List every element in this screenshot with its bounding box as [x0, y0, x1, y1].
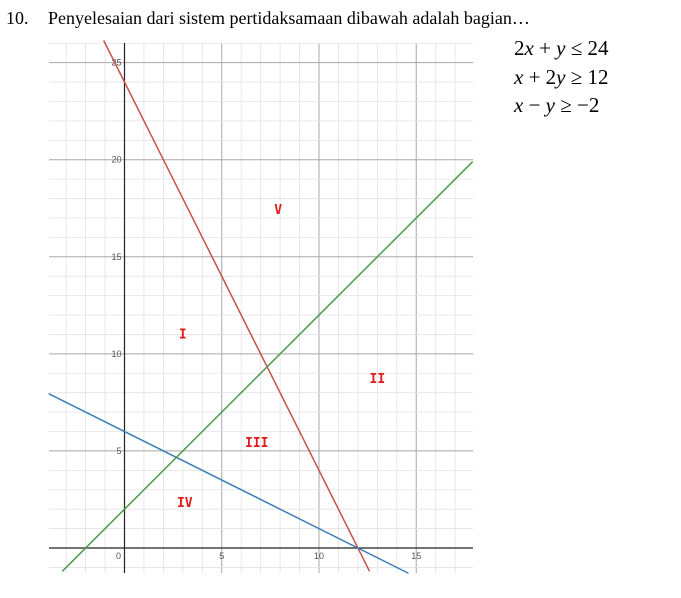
ineq-1-var-y: y — [556, 36, 566, 60]
x-tick-label: 5 — [219, 551, 224, 561]
tick-labels: 0 5 10 15 5 10 15 20 25 — [111, 58, 421, 561]
y-tick-label: 10 — [111, 349, 121, 359]
grid — [49, 42, 473, 573]
region-label-v: V — [274, 203, 282, 218]
ineq-2-rhs: 12 — [587, 64, 609, 89]
region-label-iii: III — [245, 436, 268, 451]
ineq-3-rel: ≥ — [560, 93, 572, 117]
inequality-2: x + 2y ≥ 12 — [514, 63, 609, 92]
boundary-line-3 — [61, 161, 474, 572]
ineq-2-rel: ≥ — [570, 64, 583, 89]
ineq-3-var-x: x — [514, 93, 524, 117]
region-label-ii: II — [370, 372, 386, 387]
ineq-1-rhs: 24 — [587, 36, 609, 60]
inequality-system: 2x + y ≤ 24 x + 2y ≥ 12 x − y ≥ −2 — [514, 34, 609, 120]
inequality-3: x − y ≥ −2 — [514, 91, 609, 120]
x-tick-label: 0 — [116, 551, 121, 561]
ineq-1-op: + — [539, 36, 551, 60]
question-text: Penyelesaian dari sistem pertidaksamaan … — [48, 8, 530, 28]
x-tick-label: 10 — [314, 551, 324, 561]
ineq-2-var-y: y — [556, 64, 566, 89]
ineq-3-op: − — [528, 93, 541, 117]
x-tick-label: 15 — [411, 551, 421, 561]
y-tick-label: 25 — [111, 58, 121, 68]
region-label-iv: IV — [177, 496, 193, 511]
axes — [49, 43, 473, 573]
ineq-2-coef: 2 — [545, 64, 557, 89]
y-tick-label: 20 — [111, 155, 121, 165]
ineq-3-var-y: y — [545, 93, 555, 117]
ineq-2-op: + — [528, 64, 541, 89]
ineq-1-coef: 2 — [514, 36, 525, 60]
y-tick-label: 5 — [116, 446, 121, 456]
ineq-1-rel: ≤ — [570, 36, 583, 60]
boundary-line-2 — [48, 392, 409, 574]
boundary-lines — [48, 40, 474, 574]
y-tick-label: 15 — [111, 252, 121, 262]
ineq-1-var-x: x — [524, 36, 534, 60]
ineq-2-var-x: x — [514, 64, 524, 89]
inequality-1: 2x + y ≤ 24 — [514, 34, 609, 63]
region-label-i: I — [179, 327, 187, 342]
question-number: 10. — [6, 8, 29, 28]
ineq-3-rhs: −2 — [577, 93, 600, 117]
question-line: 10. Penyelesaian dari sistem pertidaksama… — [6, 8, 530, 29]
boundary-line-1 — [103, 40, 371, 572]
